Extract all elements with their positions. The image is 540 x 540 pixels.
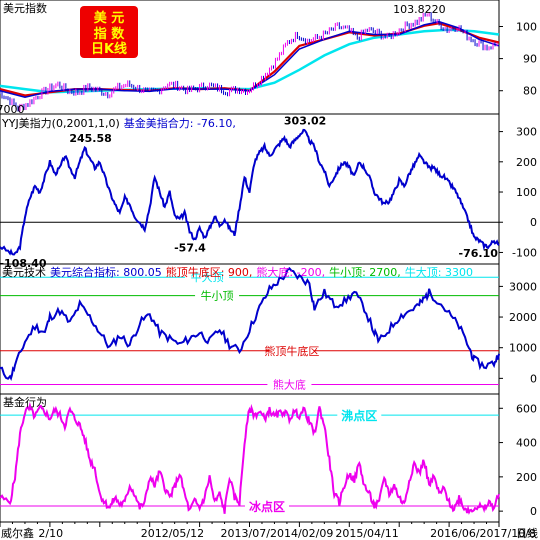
- yyj-annotation: -76.10: [459, 247, 499, 260]
- fund-tick-label: 600: [516, 402, 537, 415]
- yyj-series-layer: [0, 128, 500, 256]
- reference-label-bg: [195, 288, 240, 302]
- reference-label-bg: [269, 343, 314, 357]
- yyj-tick-label: 0: [530, 216, 537, 229]
- reference-label: 熊大底: [273, 377, 306, 391]
- yyj-panel: 300 200 100 0 -100 YYJ美指力(0,2001,1,0) 基金美指合力:…: [0, 113, 537, 270]
- fund-tick-label: 0: [530, 505, 537, 518]
- tech-tick-label: 2000: [509, 311, 537, 324]
- watermark-badge: 美 元 指 数 日K线: [80, 6, 138, 58]
- tech-legend-label: 牛大顶:: [405, 265, 445, 279]
- moving-average-cyan: [0, 28, 500, 94]
- reference-label-bg: [185, 270, 230, 284]
- reference-label: 沸点区: [341, 408, 377, 423]
- tech-legend-label: 熊大底:: [256, 265, 296, 279]
- fund-tick-label: 200: [516, 471, 537, 484]
- fund-y-axis: 600 400 200 0: [499, 402, 537, 518]
- x-tick-label: 2015/04/11: [335, 527, 398, 540]
- reference-label-bg: [244, 499, 289, 513]
- yyj-tick-label: 200: [516, 156, 537, 169]
- yyj-annotation: -57.4: [174, 242, 206, 255]
- yyj-title-text: YYJ美指力(0,2001,1,0): [1, 116, 120, 130]
- tech-tick-label: 3000: [509, 280, 537, 293]
- yyj-line: [0, 128, 500, 256]
- price-y-axis: 100 90 80: [499, 20, 537, 98]
- yyj-tick-label: -100: [512, 246, 537, 259]
- tech-legend-value: -200,: [297, 266, 325, 279]
- price-panel-title: 美元指数: [3, 1, 47, 15]
- price-tick-label: 100: [516, 20, 537, 33]
- price-annotations: 103.8220 72.7000: [0, 3, 446, 116]
- yyj-panel-title: YYJ美指力(0,2001,1,0) 基金美指合力: -76.10,: [1, 116, 236, 130]
- tech-legend-value: 2700,: [369, 266, 401, 279]
- yyj-legend-label: 基金美指合力:: [124, 116, 197, 130]
- tech-legend: 美元技术 美元综合指标: 800.05 熊顶牛底区: 900, 熊大底: -200, 牛…: [2, 265, 473, 279]
- price-series-layer: [0, 12, 500, 112]
- price-annotation: 72.7000: [0, 103, 24, 116]
- tech-legend-label: 熊顶牛底区:: [166, 265, 228, 279]
- yyj-y-axis: 300 200 100 0 -100: [499, 126, 537, 259]
- tech-title-text: 美元技术: [2, 266, 46, 279]
- tech-tick-label: 1000: [509, 342, 537, 355]
- reference-label: 冰点区: [249, 499, 285, 514]
- watermark-badge-box: [80, 6, 138, 58]
- watermark-line2: 指 数: [94, 26, 126, 42]
- x-tick-label: 2012/05/12: [141, 527, 204, 540]
- fund-tick-label: 400: [516, 437, 537, 450]
- reference-label: 熊顶牛底区: [264, 344, 319, 358]
- x-tick-label: 2/10: [38, 527, 63, 540]
- yyj-annotation: 303.02: [284, 115, 326, 128]
- x-tick-label: 2016/06/2017/10/8: [430, 527, 536, 540]
- price-annotation: 103.8220: [393, 3, 446, 16]
- price-tick-label: 90: [523, 53, 537, 66]
- tech-series-layer: [0, 267, 500, 382]
- x-axis: 威尔鑫 2/10 2012/05/12 2013/07/2014/02/09 2015/…: [0, 522, 538, 540]
- reference-label-bg: [267, 377, 312, 391]
- watermark-line1: 美 元: [94, 10, 125, 26]
- moving-average-blue: [0, 20, 500, 98]
- reference-label: 牛大顶: [191, 270, 224, 284]
- x-tick-label: 威尔鑫: [1, 526, 34, 540]
- tech-legend-label: 牛小顶:: [329, 265, 369, 279]
- reference-label-bg: [337, 408, 382, 423]
- fund-series-layer: [0, 401, 500, 515]
- tech-y-axis: 3000 2000 1000 0: [499, 280, 537, 385]
- fund-line: [0, 401, 500, 515]
- tech-line: [0, 267, 500, 382]
- tech-tick-label: 0: [530, 372, 537, 385]
- fund-panel-title: 基金行为: [3, 395, 47, 409]
- yyj-annotation: -108.40: [0, 257, 47, 270]
- watermark-line3: 日K线: [91, 41, 127, 57]
- price-panel: 100 90 80 美元指数 103.8220 72.7000 美 元 指 数 日K线: [0, 0, 537, 116]
- yyj-tick-label: 300: [516, 126, 537, 139]
- yyj-tick-label: 100: [516, 186, 537, 199]
- x-axis-suffix: 日线: [516, 526, 538, 540]
- x-tick-label: 2013/07/2014/02/09: [221, 527, 334, 540]
- tech-legend-label: 美元综合指标:: [50, 265, 123, 279]
- yyj-annotations: 245.58 303.02 -108.40 -57.4 -76.10: [0, 115, 498, 270]
- reference-label: 牛小顶: [201, 289, 234, 303]
- tech-legend-value: 800.05: [123, 266, 162, 279]
- yyj-legend-value: -76.10,: [197, 117, 236, 130]
- price-tick-label: 80: [523, 85, 537, 98]
- yyj-annotation: 245.58: [69, 132, 111, 145]
- tech-legend-value: 3300: [445, 266, 473, 279]
- tech-legend-value: 900,: [228, 266, 253, 279]
